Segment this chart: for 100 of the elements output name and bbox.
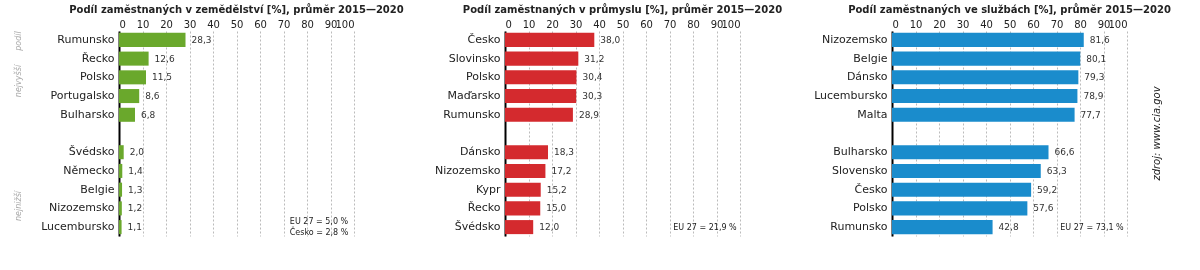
data-label: 15,2 — [546, 184, 567, 195]
y-tick-label: Švédsko — [68, 145, 115, 159]
bar — [892, 201, 1028, 216]
data-label: 78,9 — [1083, 91, 1104, 102]
data-label: 28,9 — [578, 109, 600, 120]
y-tick-label: Lucembursko — [814, 89, 888, 103]
x-tick-label: 90 — [324, 18, 338, 30]
x-tick-label: 100 — [1108, 18, 1128, 30]
data-label: 30,4 — [582, 72, 603, 83]
y-tick-label: Dánsko — [459, 145, 501, 159]
data-label: 57,6 — [1033, 203, 1054, 214]
y-tick-label: Německo — [63, 163, 115, 177]
y-tick-label: Řecko — [81, 51, 115, 65]
x-tick-label: 30 — [956, 18, 970, 30]
data-label: 63,3 — [1046, 165, 1067, 176]
x-tick-label: 70 — [663, 18, 677, 30]
y-tick-label: Bulharsko — [833, 145, 888, 159]
data-label: 31,2 — [584, 53, 605, 64]
bar — [505, 163, 546, 178]
data-label: 79,3 — [1084, 72, 1105, 83]
x-tick-label: 0 — [892, 18, 899, 30]
data-label: 80,1 — [1086, 53, 1107, 64]
y-tick-label: Belgie — [80, 182, 115, 196]
x-tick-label: 10 — [522, 18, 536, 30]
text: nejnižší — [13, 189, 23, 222]
bar — [505, 70, 577, 85]
y-tick-label: Dánsko — [846, 70, 888, 84]
bar — [892, 107, 1075, 122]
y-tick-label: Slovinsko — [448, 51, 501, 65]
text: nejvyšší — [13, 63, 23, 98]
y-tick-label: Nizozemsko — [822, 32, 888, 46]
chart-title: Podíl zaměstnaných v průmyslu [%], průměr 2015—2020 — [462, 3, 783, 15]
y-tick-label: Kypr — [476, 182, 501, 196]
x-tick-label: 90 — [1097, 18, 1111, 30]
y-tick-label: Rumunsko — [57, 32, 115, 46]
y-tick-label: Maďarsko — [447, 89, 501, 103]
y-tick-label: Česko — [854, 182, 888, 196]
data-label: 81,6 — [1089, 34, 1111, 45]
x-tick-label: 80 — [1074, 18, 1087, 30]
annotation: EU 27 = 21,9 % — [673, 223, 738, 232]
annotation: EU 27 = 73,1 % — [1060, 223, 1125, 232]
y-tick-label: Řecko — [467, 201, 501, 215]
data-label: 12,6 — [154, 53, 175, 64]
x-tick-label: 10 — [909, 18, 923, 30]
x-tick-label: 0 — [505, 18, 512, 30]
x-tick-label: 70 — [277, 18, 291, 30]
data-label: 12,0 — [539, 222, 560, 233]
bar — [505, 201, 541, 216]
bar — [892, 163, 1041, 178]
data-label: 1,1 — [127, 222, 142, 233]
x-tick-label: 50 — [230, 18, 244, 30]
x-tick-label: 90 — [710, 18, 724, 30]
bar — [892, 51, 1081, 66]
data-label: 59,2 — [1037, 184, 1058, 195]
annotation: Česko = 2,8 % — [289, 226, 349, 237]
annotation: EU 27 = 5,0 % — [289, 217, 349, 226]
bar — [119, 70, 147, 85]
bar — [119, 201, 122, 216]
bar — [505, 145, 549, 160]
data-label: 1,2 — [127, 203, 143, 214]
x-tick-label: 20 — [160, 18, 173, 30]
bar — [505, 32, 595, 47]
y-tick-label: Lucembursko — [41, 220, 115, 234]
y-tick-label: Polsko — [853, 201, 888, 215]
y-tick-label: Švédsko — [454, 220, 501, 234]
y-tick-label: Polsko — [80, 70, 115, 84]
y-tick-label: Nizozemsko — [49, 201, 115, 215]
chart-title: Podíl zaměstnaných ve službách [%], průměr 2015—2020 — [848, 3, 1171, 15]
data-label: 1,4 — [128, 165, 143, 176]
x-tick-label: 70 — [1050, 18, 1064, 30]
x-tick-label: 30 — [569, 18, 583, 30]
bar — [505, 220, 534, 235]
x-tick-label: 30 — [183, 18, 197, 30]
data-label: 1,3 — [128, 184, 143, 195]
x-tick-label: 50 — [1003, 18, 1017, 30]
chart-title: Podíl zaměstnaných v zemědělství [%], průměr 2015—2020 — [69, 3, 404, 15]
x-tick-label: 40 — [207, 18, 220, 30]
x-tick-label: 20 — [546, 18, 559, 30]
bar — [892, 89, 1078, 104]
bar — [505, 182, 541, 197]
data-label: 17,2 — [551, 165, 572, 176]
bar — [892, 182, 1032, 197]
x-tick-label: 100 — [335, 18, 355, 30]
x-tick-label: 60 — [640, 18, 653, 30]
data-label: 77,7 — [1080, 109, 1101, 120]
bar — [892, 70, 1079, 85]
y-tick-label: Česko — [467, 32, 501, 46]
x-tick-label: 40 — [980, 18, 993, 30]
x-tick-label: 80 — [301, 18, 314, 30]
x-tick-label: 0 — [119, 18, 126, 30]
data-label: 66,6 — [1054, 147, 1075, 158]
y-tick-label: Nizozemsko — [435, 163, 501, 177]
bar — [119, 89, 140, 104]
bar — [892, 32, 1084, 47]
data-label: 15,0 — [546, 203, 567, 214]
data-label: 18,3 — [554, 147, 575, 158]
data-label: 30,3 — [582, 91, 603, 102]
y-tick-label: Slovensko — [832, 163, 888, 177]
y-tick-label: Portugalsko — [50, 89, 115, 103]
x-tick-label: 100 — [721, 18, 741, 30]
